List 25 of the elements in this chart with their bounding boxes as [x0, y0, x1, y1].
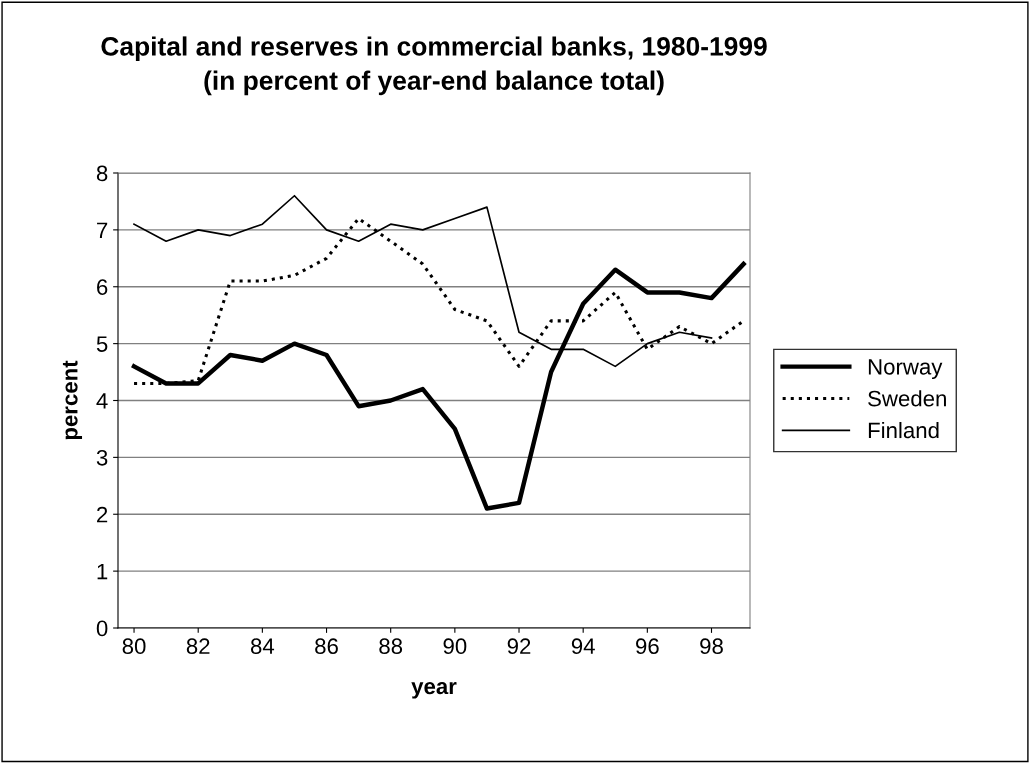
y-tick-label: 5	[96, 336, 108, 352]
y-tick-label: 1	[97, 563, 108, 580]
legend-label: Norway	[868, 359, 943, 380]
x-tick-label: 96	[636, 638, 659, 655]
y-tick-label: 7	[97, 222, 108, 238]
x-tick-label: 90	[443, 638, 467, 655]
legend-label: Finland	[868, 421, 939, 439]
chart-title: Capital and reserves in commercial banks, 1980-1999 (in percent of year-end balance total)	[101, 36, 767, 96]
x-tick-label: 94	[571, 638, 595, 655]
y-tick-label: 0	[96, 620, 108, 637]
x-tick-label: 84	[250, 638, 275, 655]
x-tick-label: 80	[122, 638, 146, 655]
x-tick-label: 88	[379, 638, 403, 655]
x-tick-label: 86	[315, 638, 338, 655]
x-tick-label: 92	[507, 638, 531, 655]
x-axis-title: year	[411, 682, 457, 699]
x-tick-label: 98	[700, 638, 723, 655]
y-axis-title: percent	[62, 360, 83, 440]
y-tick-label: 4	[96, 393, 108, 409]
y-tick-label: 3	[96, 449, 108, 466]
x-tick-label: 82	[186, 638, 210, 655]
y-tick-label: 8	[96, 165, 108, 182]
y-tick-label: 2	[97, 506, 108, 523]
legend-label: Sweden	[868, 390, 946, 407]
y-tick-label: 6	[97, 279, 108, 296]
